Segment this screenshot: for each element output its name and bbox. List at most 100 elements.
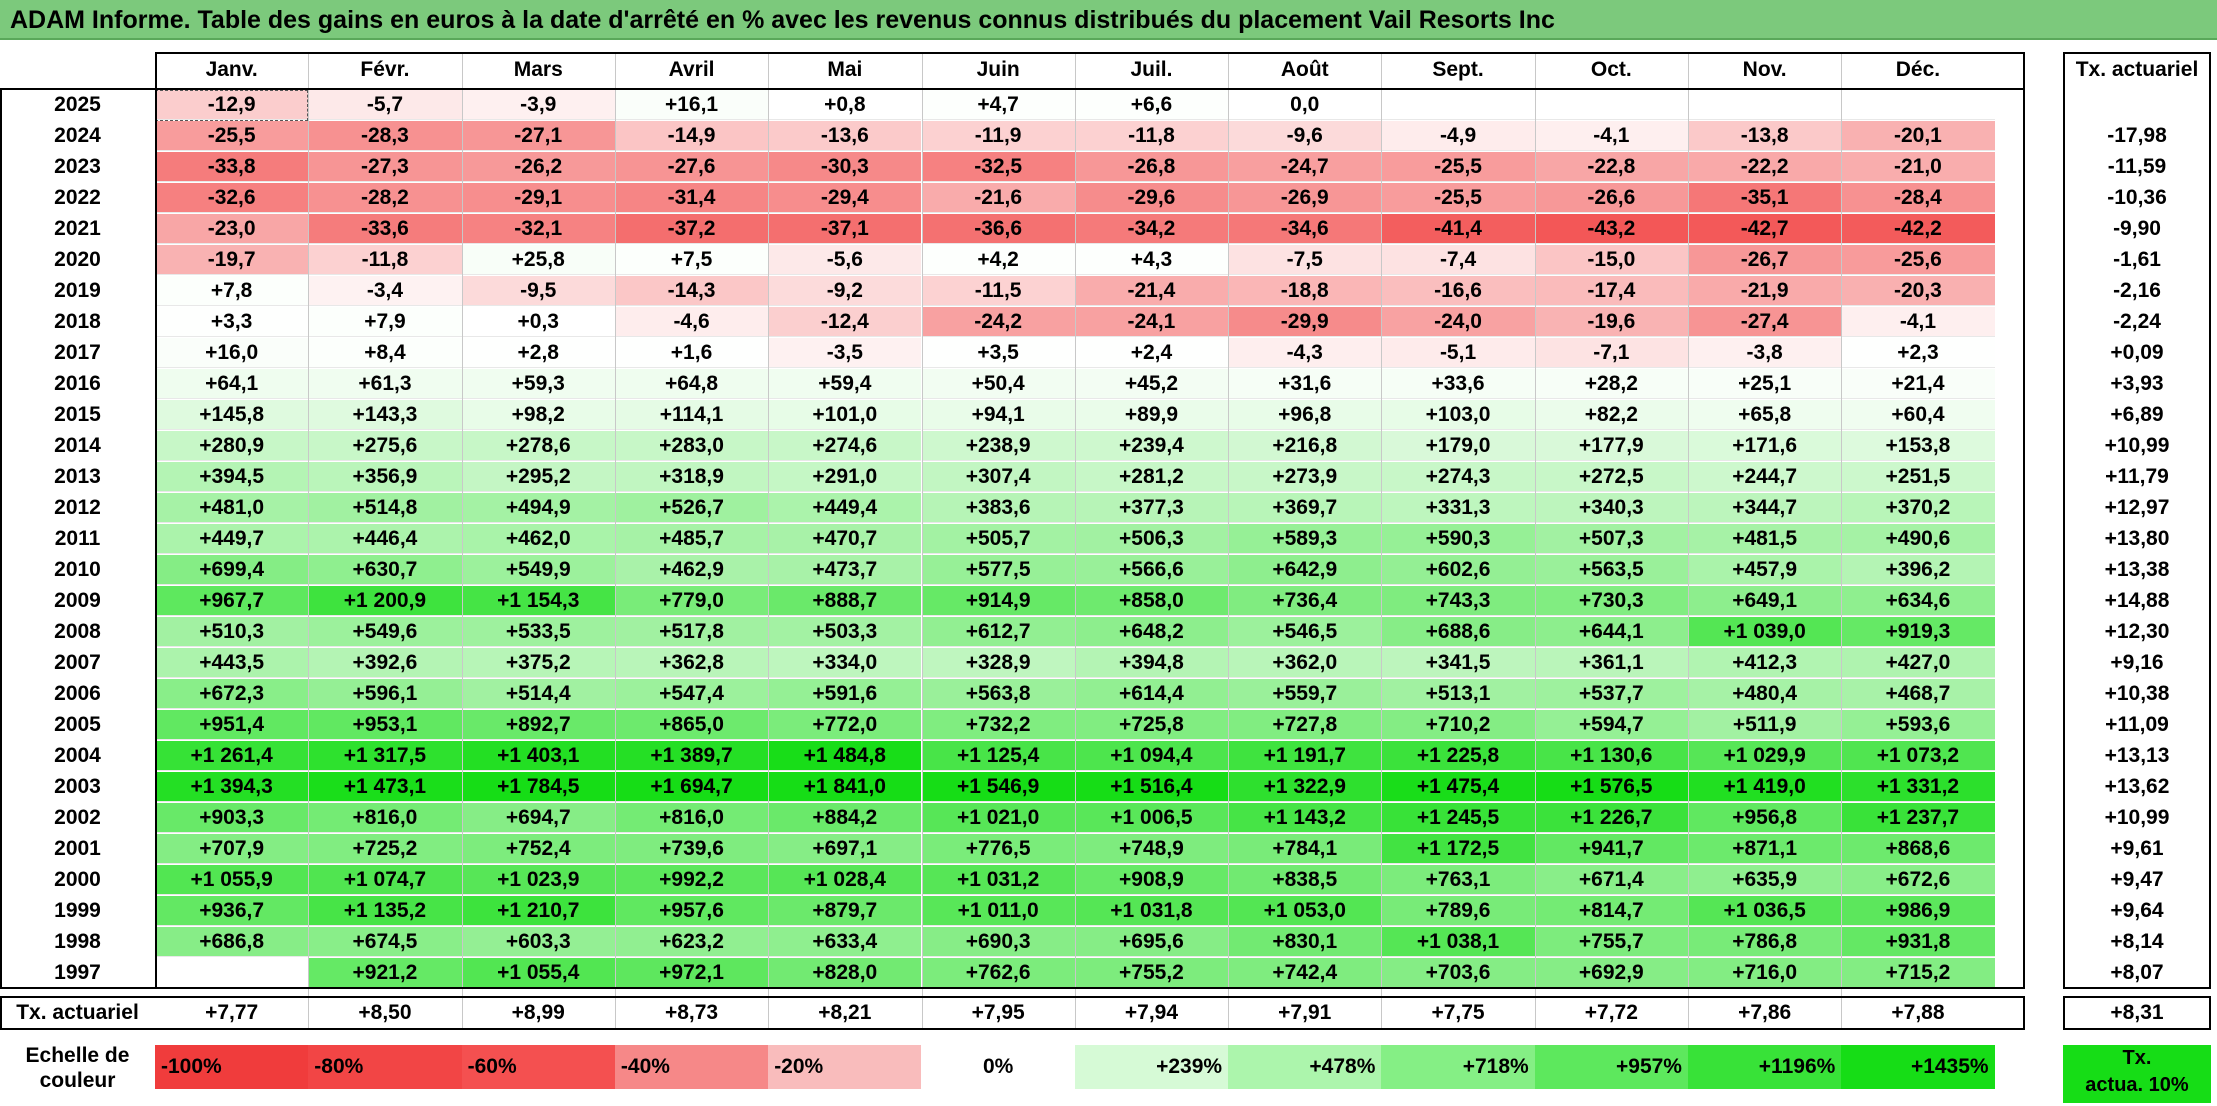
gain-cell: +468,7 — [1841, 679, 1995, 709]
gain-cell: -3,5 — [768, 338, 922, 368]
gain-cell: -26,6 — [1534, 183, 1688, 213]
annual-rate-cell: -10,36 — [2107, 186, 2167, 209]
grid-line — [1534, 52, 1536, 1030]
legend-annual-line: actua. 10% — [2085, 1074, 2189, 1096]
month-header: Oct. — [1590, 58, 1632, 81]
gain-cell: -4,3 — [1228, 338, 1382, 368]
annual-rate-cell: +14,88 — [2104, 589, 2170, 612]
gain-cell: +591,6 — [768, 679, 922, 709]
gain-cell: +443,5 — [155, 648, 309, 678]
gain-cell: +967,7 — [155, 586, 309, 616]
gain-cell: +828,0 — [768, 958, 922, 988]
year-label: 2025 — [54, 93, 101, 116]
gain-cell: -34,6 — [1228, 214, 1382, 244]
gain-cell — [1534, 90, 1688, 120]
gain-cell: +1 546,9 — [921, 772, 1075, 802]
gain-cell: +776,5 — [921, 834, 1075, 864]
gain-cell: +1 055,9 — [155, 865, 309, 895]
footer-rate-cell: +7,88 — [1891, 1001, 1945, 1024]
year-label: 2019 — [54, 279, 101, 302]
gain-cell: -26,7 — [1688, 245, 1842, 275]
annual-rate-cell: +0,09 — [2110, 341, 2164, 364]
gain-cell: +594,7 — [1534, 710, 1688, 740]
gain-cell: +1 023,9 — [461, 865, 615, 895]
year-label: 2021 — [54, 217, 101, 240]
gain-cell: +470,7 — [768, 524, 922, 554]
footer-rate-cell: +7,86 — [1738, 1001, 1792, 1024]
gain-cell: +25,8 — [461, 245, 615, 275]
gain-cell: +1 038,1 — [1381, 927, 1535, 957]
annual-rate-cell: -1,61 — [2113, 248, 2161, 271]
footer-rate-cell: +7,72 — [1584, 1001, 1638, 1024]
annual-rate-cell: -2,24 — [2113, 310, 2161, 333]
year-label: 2024 — [54, 124, 101, 147]
gain-cell: -4,9 — [1381, 121, 1535, 151]
gain-cell: +1 394,3 — [155, 772, 309, 802]
gain-cell: +1 841,0 — [768, 772, 922, 802]
gain-cell: -28,2 — [308, 183, 462, 213]
gain-cell: +888,7 — [768, 586, 922, 616]
legend-step: +1435% — [1841, 1045, 1995, 1089]
legend-annual-rate: Tx. actua. 10% — [2063, 1045, 2211, 1103]
gain-cell: +1 784,5 — [461, 772, 615, 802]
gain-cell: +533,5 — [461, 617, 615, 647]
gain-cell: -7,1 — [1534, 338, 1688, 368]
gain-cell — [1841, 90, 1995, 120]
gain-cell: -37,1 — [768, 214, 922, 244]
year-label: 2008 — [54, 620, 101, 643]
gain-cell: -4,6 — [614, 307, 769, 337]
year-label: 2003 — [54, 775, 101, 798]
gain-cell: +4,3 — [1074, 245, 1229, 275]
gain-cell: -7,5 — [1228, 245, 1382, 275]
gain-cell: +61,3 — [308, 369, 462, 399]
gain-cell: +763,1 — [1381, 865, 1535, 895]
gain-cell: +623,2 — [614, 927, 769, 957]
gain-cell: -30,3 — [768, 152, 922, 182]
gain-cell: +956,8 — [1688, 803, 1842, 833]
gain-cell: +394,5 — [155, 462, 309, 492]
gain-cell: -29,9 — [1228, 307, 1382, 337]
gain-cell: +1 331,2 — [1841, 772, 1995, 802]
month-header: Déc. — [1895, 58, 1941, 81]
gain-cell: -20,1 — [1841, 121, 1995, 151]
gain-cell: -32,1 — [461, 214, 615, 244]
gain-cell: +21,4 — [1841, 369, 1995, 399]
gain-cell: +45,2 — [1074, 369, 1229, 399]
grid-line — [1228, 52, 1230, 1030]
gain-cell: -24,7 — [1228, 152, 1382, 182]
gain-cell: -32,5 — [921, 152, 1075, 182]
gain-cell: +816,0 — [614, 803, 769, 833]
legend-step: +718% — [1381, 1045, 1535, 1089]
annual-rate-cell: +13,62 — [2104, 775, 2170, 798]
gain-cell: +589,3 — [1228, 524, 1382, 554]
gain-cell: +1 036,5 — [1688, 896, 1842, 926]
gain-cell: +7,5 — [614, 245, 769, 275]
gain-cell: -5,1 — [1381, 338, 1535, 368]
gain-cell: +503,3 — [768, 617, 922, 647]
gain-cell: +694,7 — [461, 803, 615, 833]
year-label: 1997 — [54, 961, 101, 984]
gain-cell: +614,4 — [1074, 679, 1229, 709]
gain-cell: -4,1 — [1841, 307, 1995, 337]
gain-cell: +1 317,5 — [308, 741, 462, 771]
gain-cell: +490,6 — [1841, 524, 1995, 554]
year-label: 2020 — [54, 248, 101, 271]
gain-cell: +743,3 — [1381, 586, 1535, 616]
gain-cell: -17,4 — [1534, 276, 1688, 306]
gain-cell: +244,7 — [1688, 462, 1842, 492]
gain-cell: +957,6 — [614, 896, 769, 926]
gain-cell: +514,8 — [308, 493, 462, 523]
gain-cell: +1 237,7 — [1841, 803, 1995, 833]
gain-cell: -14,9 — [614, 121, 769, 151]
grid-line — [1381, 52, 1383, 1030]
gain-cell: +89,9 — [1074, 400, 1229, 430]
gain-cell: +238,9 — [921, 431, 1075, 461]
gain-cell: +1 021,0 — [921, 803, 1075, 833]
annual-rate-cell: +8,14 — [2110, 930, 2164, 953]
grid-line — [768, 52, 770, 1030]
gain-cell: +1 135,2 — [308, 896, 462, 926]
gain-cell: +480,4 — [1688, 679, 1842, 709]
gain-cell: +730,3 — [1534, 586, 1688, 616]
legend-step: -40% — [614, 1045, 769, 1089]
gain-cell: +1 031,8 — [1074, 896, 1229, 926]
